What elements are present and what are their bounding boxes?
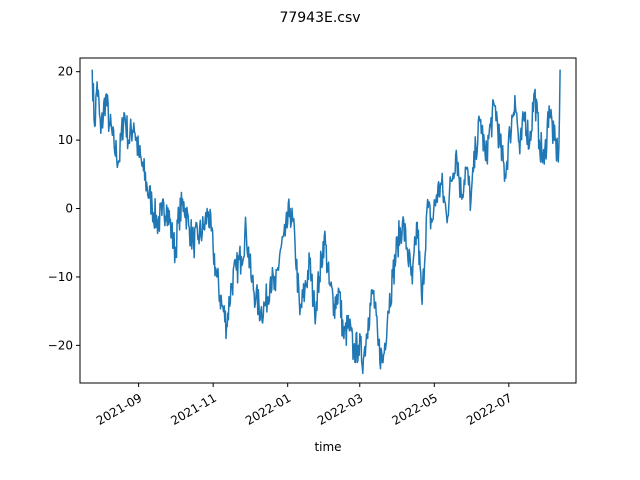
y-tick-label: −20 <box>48 338 73 352</box>
y-tick-label: 0 <box>65 202 73 216</box>
plot-area <box>91 69 561 375</box>
series-line <box>91 69 561 375</box>
x-axis-label: time <box>314 440 341 454</box>
y-tick-label: 20 <box>58 65 73 79</box>
y-axis: 20 10 0 −10 −20 <box>48 65 80 352</box>
y-tick-label: −10 <box>48 270 73 284</box>
chart-title: 77943E.csv <box>279 10 360 26</box>
y-tick-label: 10 <box>58 133 73 147</box>
axes-frame <box>79 57 577 384</box>
